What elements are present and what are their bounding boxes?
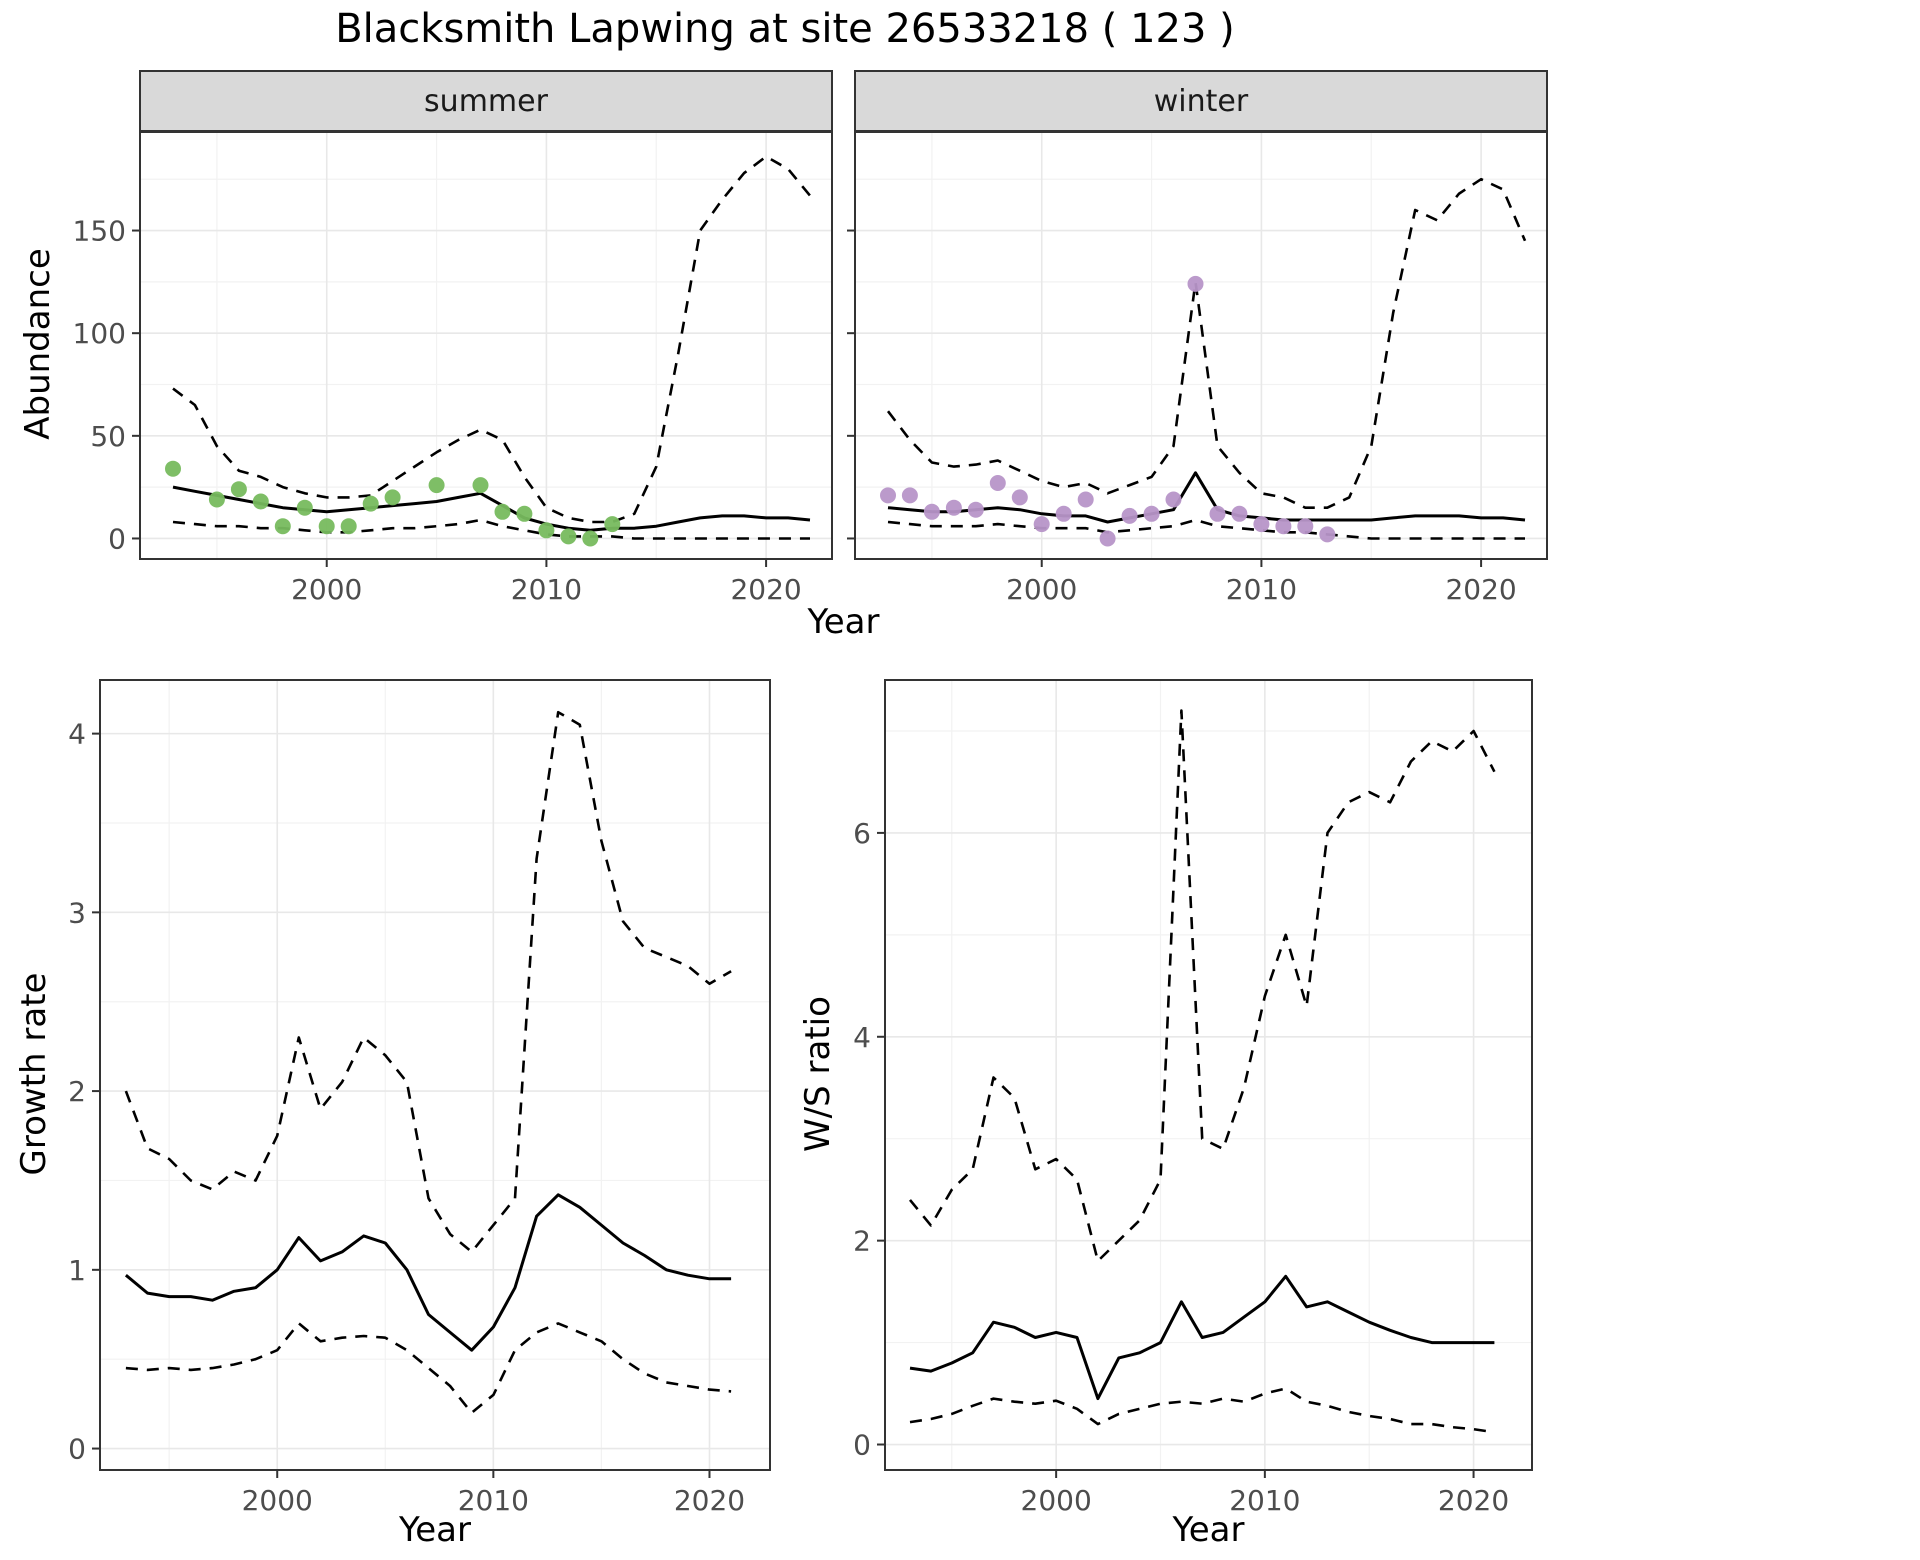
- ws-ratio-plot: 2000 2010 2020 0 2 4 6: [853, 679, 1533, 1517]
- abundance-winter-observed-point: [945, 499, 962, 516]
- abundance-winter-observed-point: [1187, 275, 1204, 292]
- abundance-winter-observed-point: [1077, 491, 1094, 508]
- abundance-winter-observed-point: [1253, 516, 1270, 533]
- abundance-winter-observed-point: [923, 503, 940, 520]
- y-axis-title-abundance: Abundance: [18, 248, 58, 440]
- abundance-winter-plot: 2000 2010 2020: [847, 131, 1548, 606]
- y-tick-label: 2: [68, 1075, 86, 1108]
- abundance-winter-observed-point: [1231, 505, 1248, 522]
- x-tick-label: 2020: [1438, 1484, 1509, 1517]
- y-tick-label: 6: [853, 817, 871, 850]
- abundance-summer-observed-point: [560, 528, 577, 545]
- y-tick-label: 0: [108, 522, 126, 555]
- facet-strip-summer-label: summer: [424, 83, 548, 119]
- abundance-summer-observed-point: [296, 499, 313, 516]
- y-tick-label: 50: [90, 420, 126, 453]
- abundance-summer-observed-point: [274, 518, 291, 535]
- abundance-summer-observed-point: [362, 495, 379, 512]
- y-tick-label: 2: [853, 1225, 871, 1258]
- abundance-winter-observed-point: [1121, 507, 1138, 524]
- y-axis-title-ws-ratio: W/S ratio: [798, 996, 838, 1152]
- x-tick-label: 2020: [730, 573, 801, 606]
- x-tick-label: 2000: [242, 1484, 313, 1517]
- abundance-summer-observed-point: [252, 493, 269, 510]
- x-tick-label: 2000: [1006, 573, 1077, 606]
- x-tick-label: 2020: [674, 1484, 745, 1517]
- abundance-winter-observed-point: [989, 475, 1006, 491]
- abundance-winter-observed-point: [901, 487, 918, 504]
- abundance-summer-observed-point: [494, 503, 511, 520]
- abundance-summer-observed-point: [165, 460, 181, 477]
- y-tick-label: 4: [853, 1021, 871, 1054]
- x-tick-label: 2000: [1021, 1484, 1092, 1517]
- y-tick-label: 0: [853, 1429, 871, 1462]
- y-axis-title-growth-rate: Growth rate: [14, 972, 54, 1176]
- abundance-summer-observed-point: [604, 516, 621, 533]
- abundance-winter-observed-point: [1275, 518, 1292, 535]
- abundance-winter-observed-point: [1209, 505, 1226, 522]
- y-tick-label: 4: [68, 718, 86, 751]
- abundance-winter-observed-point: [1297, 518, 1314, 535]
- abundance-summer-observed-point: [230, 481, 247, 498]
- abundance-summer-observed-point: [208, 491, 225, 508]
- facet-strip-winter-label: winter: [1153, 83, 1249, 119]
- abundance-summer-observed-point: [428, 477, 445, 494]
- abundance-summer-observed-point: [582, 530, 599, 547]
- x-tick-label: 2010: [458, 1484, 529, 1517]
- abundance-winter-observed-point: [1011, 489, 1028, 506]
- x-tick-label: 2010: [1229, 1484, 1300, 1517]
- abundance-summer-observed-point: [384, 489, 401, 506]
- abundance-summer-observed-point: [318, 518, 335, 535]
- abundance-winter-observed-point: [1143, 505, 1160, 522]
- y-tick-label: 0: [68, 1433, 86, 1466]
- x-axis-title-growth-rate: Year: [399, 1510, 471, 1550]
- y-tick-label: 3: [68, 896, 86, 929]
- facet-strip-summer: summer: [139, 70, 833, 132]
- abundance-winter-observed-point: [967, 501, 984, 518]
- y-tick-label: 150: [73, 215, 126, 248]
- abundance-winter-observed-point: [1033, 516, 1050, 533]
- x-tick-label: 2000: [291, 573, 362, 606]
- abundance-winter-observed-point: [880, 487, 896, 504]
- growth-rate-plot: 2000 2010 2020 0 1 2 3 4: [68, 679, 771, 1517]
- y-tick-label: 100: [73, 317, 126, 350]
- x-tick-label: 2010: [1226, 573, 1297, 606]
- x-axis-title-ws-ratio: Year: [1172, 1510, 1245, 1550]
- y-tick-label: 1: [68, 1254, 86, 1287]
- abundance-winter-observed-point: [1319, 526, 1336, 543]
- abundance-summer-plot: 2000 2010 2020 0 50 100 150: [73, 131, 833, 606]
- abundance-summer-observed-point: [472, 477, 489, 494]
- abundance-summer-observed-point: [538, 522, 555, 539]
- abundance-winter-observed-point: [1099, 530, 1116, 547]
- chart-title: Blacksmith Lapwing at site 26533218 ( 12…: [335, 6, 1235, 52]
- x-axis-title-top: Year: [807, 602, 880, 642]
- x-tick-label: 2020: [1445, 573, 1516, 606]
- abundance-summer-observed-point: [340, 518, 357, 535]
- abundance-winter-observed-point: [1055, 505, 1072, 522]
- x-tick-label: 2010: [511, 573, 582, 606]
- abundance-summer-observed-point: [516, 505, 533, 522]
- abundance-winter-observed-point: [1165, 491, 1182, 508]
